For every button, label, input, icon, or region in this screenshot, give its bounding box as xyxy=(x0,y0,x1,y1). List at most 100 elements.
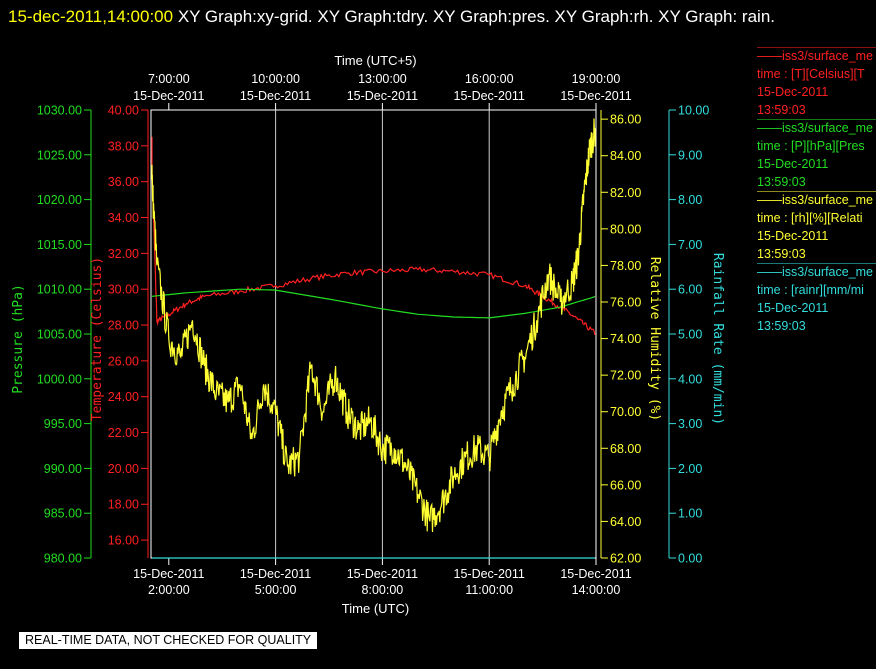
x-bottom-tick-date: 15-Dec-2011 xyxy=(133,567,204,581)
x-top-axis-title: Time (UTC+5) xyxy=(334,53,416,68)
y-tick-label-pres: 1000.00 xyxy=(37,372,82,386)
y-axis-title-rh: Relative Humidity (%) xyxy=(647,257,662,421)
y-tick-label-pres: 985.00 xyxy=(44,507,82,521)
header-timestamp: 15-dec-2011,14:00:00 xyxy=(8,7,174,26)
x-bottom-tick-date: 15-Dec-2011 xyxy=(240,567,311,581)
x-top-tick-time: 16:00:00 xyxy=(465,72,514,86)
legend-series-desc: time : [P][hPa][Pres xyxy=(757,137,876,155)
y-tick-label-rh: 62.00 xyxy=(610,552,641,566)
legend-series-time-text: 13:59:03 xyxy=(757,175,806,189)
y-tick-label-pres: 980.00 xyxy=(44,552,82,566)
series-line-rh xyxy=(151,118,596,533)
x-bottom-tick-date: 15-Dec-2011 xyxy=(347,567,418,581)
y-tick-label-rh: 80.00 xyxy=(610,222,641,236)
legend-series-desc: time : [rh][%][Relati xyxy=(757,209,876,227)
y-tick-label-rain: 3.00 xyxy=(678,417,702,431)
legend-series-date: 15-Dec-2011 xyxy=(757,83,876,101)
y-tick-label-tdry: 36.00 xyxy=(108,175,139,189)
legend-swatch-line: —— xyxy=(757,193,782,207)
legend-series-date-text: 15-Dec-2011 xyxy=(757,301,829,315)
y-tick-label-rh: 76.00 xyxy=(610,296,641,310)
legend-series-desc-text: time : [rh][%][Relati xyxy=(757,211,863,225)
y-tick-label-pres: 1025.00 xyxy=(37,148,82,162)
legend-series-time: 13:59:03 xyxy=(757,245,876,263)
legend-separator xyxy=(757,47,876,48)
legend-series-time-text: 13:59:03 xyxy=(757,319,806,333)
y-tick-label-rain: 9.00 xyxy=(678,148,702,162)
x-top-tick-time: 7:00:00 xyxy=(148,72,190,86)
y-tick-label-pres: 1030.00 xyxy=(37,104,82,118)
legend-series-time-text: 13:59:03 xyxy=(757,103,806,117)
x-top-tick-date: 15-Dec-2011 xyxy=(240,89,311,103)
legend-series-name: ——iss3/surface_me xyxy=(757,47,876,65)
legend-swatch-line: —— xyxy=(757,49,782,63)
legend-series-desc-text: time : [rainr][mm/mi xyxy=(757,283,864,297)
x-top-tick-time: 13:00:00 xyxy=(358,72,407,86)
y-tick-label-rain: 2.00 xyxy=(678,462,702,476)
legend-series-name: ——iss3/surface_me xyxy=(757,263,876,281)
y-tick-label-tdry: 20.00 xyxy=(108,462,139,476)
x-top-tick-date: 15-Dec-2011 xyxy=(347,89,418,103)
y-tick-label-tdry: 18.00 xyxy=(108,498,139,512)
y-tick-label-rh: 84.00 xyxy=(610,149,641,163)
x-top-tick-time: 10:00:00 xyxy=(251,72,300,86)
x-bottom-tick-time: 11:00:00 xyxy=(465,583,513,597)
y-tick-label-pres: 1020.00 xyxy=(37,193,82,207)
y-tick-label-tdry: 24.00 xyxy=(108,390,139,404)
y-tick-label-rh: 74.00 xyxy=(610,332,641,346)
x-bottom-tick-date: 15-Dec-2011 xyxy=(560,567,631,581)
legend-series-name-text: iss3/surface_me xyxy=(782,265,874,279)
legend-separator xyxy=(757,191,876,192)
header-graph-list: XY Graph:xy-grid. XY Graph:tdry. XY Grap… xyxy=(173,7,776,26)
series-line-tdry xyxy=(151,136,596,335)
legend-series-desc: time : [T][Celsius][T xyxy=(757,65,876,83)
y-tick-label-rh: 72.00 xyxy=(610,369,641,383)
y-axis-title-tdry: Temperature (Celsius) xyxy=(90,257,105,421)
x-bottom-tick-time: 14:00:00 xyxy=(572,583,621,597)
y-axis-title-pres: Pressure (hPa) xyxy=(11,284,26,394)
plot-frame xyxy=(150,109,597,559)
y-tick-label-rh: 64.00 xyxy=(610,515,641,529)
y-tick-label-rain: 7.00 xyxy=(678,238,702,252)
legend-series-date: 15-Dec-2011 xyxy=(757,299,876,317)
y-tick-label-rh: 68.00 xyxy=(610,442,641,456)
y-tick-label-tdry: 16.00 xyxy=(108,534,139,548)
y-tick-label-rain: 1.00 xyxy=(678,507,702,521)
x-bottom-tick-time: 2:00:00 xyxy=(148,583,190,597)
y-tick-label-tdry: 32.00 xyxy=(108,247,139,261)
y-tick-label-pres: 995.00 xyxy=(44,417,82,431)
y-tick-label-rh: 82.00 xyxy=(610,186,641,200)
y-tick-label-rain: 6.00 xyxy=(678,283,702,297)
y-tick-label-rain: 0.00 xyxy=(678,552,702,566)
x-bottom-tick-date: 15-Dec-2011 xyxy=(454,567,525,581)
legend-series-name-text: iss3/surface_me xyxy=(782,193,874,207)
legend-series-date-text: 15-Dec-2011 xyxy=(757,157,829,171)
y-tick-label-tdry: 26.00 xyxy=(108,354,139,368)
y-tick-label-pres: 1005.00 xyxy=(37,328,82,342)
y-tick-label-tdry: 38.00 xyxy=(108,139,139,153)
y-tick-label-pres: 1015.00 xyxy=(37,238,82,252)
chart-header: 15-dec-2011,14:00:00 XY Graph:xy-grid. X… xyxy=(8,2,868,31)
legend-series-name-text: iss3/surface_me xyxy=(782,49,874,63)
legend-series-name-text: iss3/surface_me xyxy=(782,121,874,135)
x-top-tick-date: 15-Dec-2011 xyxy=(560,89,631,103)
y-tick-label-tdry: 40.00 xyxy=(108,104,139,118)
legend-separator xyxy=(757,263,876,264)
legend-series-date-text: 15-Dec-2011 xyxy=(757,85,829,99)
quality-disclaimer: REAL-TIME DATA, NOT CHECKED FOR QUALITY xyxy=(19,632,318,649)
y-axis-title-rain: Rainfall Rate (mm/min) xyxy=(710,253,725,425)
legend-series-time: 13:59:03 xyxy=(757,317,876,335)
legend-swatch-line: —— xyxy=(757,265,782,279)
legend-separator xyxy=(757,119,876,120)
legend-series-desc-text: time : [T][Celsius][T xyxy=(757,67,865,81)
legend-series-name: ——iss3/surface_me xyxy=(757,119,876,137)
legend-series-date-text: 15-Dec-2011 xyxy=(757,229,829,243)
y-tick-label-rain: 5.00 xyxy=(678,328,702,342)
legend-series-desc-text: time : [P][hPa][Pres xyxy=(757,139,865,153)
x-top-tick-date: 15-Dec-2011 xyxy=(454,89,525,103)
legend-swatch-line: —— xyxy=(757,121,782,135)
